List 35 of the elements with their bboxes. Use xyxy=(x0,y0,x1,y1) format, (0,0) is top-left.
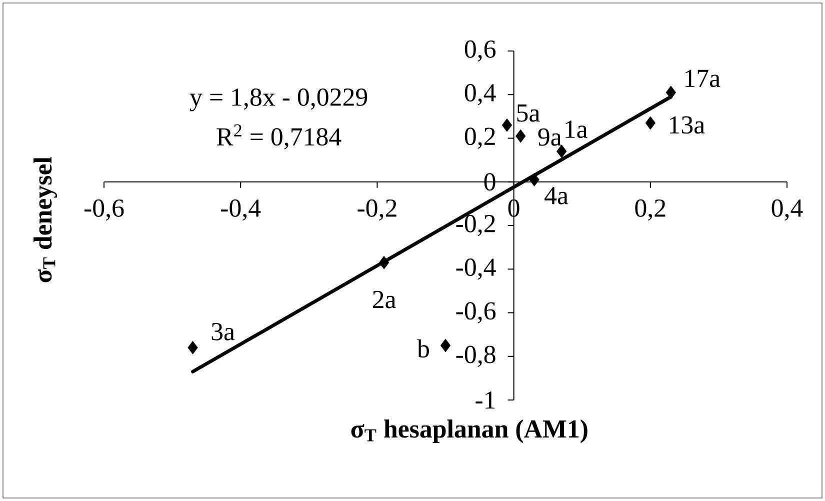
annotation: 2a xyxy=(372,290,396,308)
annotation: b xyxy=(417,339,429,358)
annotation: 3a xyxy=(212,322,235,340)
annotation: 9a xyxy=(538,128,562,146)
point xyxy=(516,129,526,143)
y-tick-label: -0,2 xyxy=(456,214,495,236)
y-tick-label: 0,6 xyxy=(464,40,496,62)
annotation: 5a xyxy=(517,104,540,122)
y-tick-label: 0,2 xyxy=(464,128,495,149)
x-tick-label: -0,6 xyxy=(84,199,124,221)
point xyxy=(188,340,198,354)
point xyxy=(666,86,676,100)
annotation: 4a xyxy=(544,187,568,204)
annotation: 1a xyxy=(566,120,588,138)
y-tick-label: 0,4 xyxy=(464,84,496,106)
y-tick-label: -1 xyxy=(476,391,495,409)
x-tick-label: 0,2 xyxy=(635,199,666,221)
annotation: R$^{2}$ = 0,7184 xyxy=(216,124,342,150)
x-axis-title: σ$_{T}$ hesaplanan (AM1) xyxy=(351,420,588,444)
annotation: y = 1,8x - 0,0229 xyxy=(190,88,368,112)
point xyxy=(378,256,390,270)
x-tick-label: 0,4 xyxy=(772,199,803,221)
point xyxy=(502,118,512,132)
point xyxy=(645,116,656,130)
y-tick-label: -0,6 xyxy=(456,302,496,324)
y-axis-title: σ$_{T}$ deneysel xyxy=(33,157,58,282)
annotation: 17a xyxy=(685,70,720,88)
x-tick-label: -0,2 xyxy=(358,199,396,221)
point xyxy=(529,172,540,186)
x-tick-label: -0,4 xyxy=(221,199,261,221)
y-tick-label: -0,4 xyxy=(456,258,496,280)
y-tick-label: -0,8 xyxy=(456,346,496,367)
annotation: 13a xyxy=(670,116,705,134)
point xyxy=(440,338,451,352)
point xyxy=(556,144,567,158)
